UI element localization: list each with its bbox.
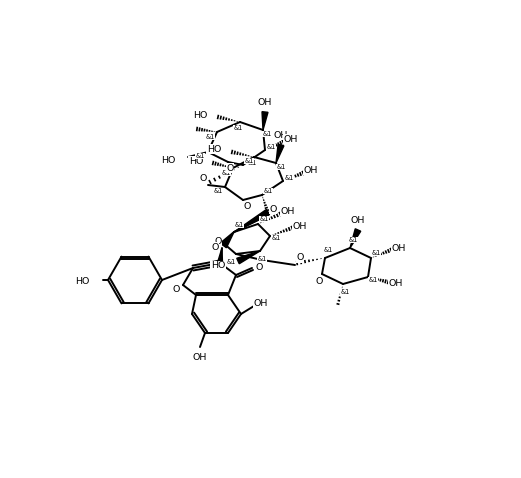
Text: O: O	[212, 242, 219, 251]
Polygon shape	[276, 144, 284, 163]
Text: HO: HO	[210, 261, 225, 271]
Text: &1: &1	[257, 256, 267, 262]
Text: HO: HO	[207, 144, 221, 153]
Text: HO: HO	[189, 156, 203, 165]
Text: OH: OH	[351, 216, 365, 225]
Text: O: O	[296, 253, 304, 262]
Text: &1: &1	[247, 160, 257, 166]
Text: &1: &1	[234, 222, 244, 228]
Text: &1: &1	[349, 237, 357, 243]
Text: &1: &1	[266, 144, 276, 150]
Text: HO: HO	[193, 110, 207, 120]
Polygon shape	[237, 251, 260, 264]
Text: O: O	[214, 237, 222, 246]
Text: &1: &1	[221, 170, 231, 176]
Text: &1: &1	[259, 216, 269, 222]
Text: O: O	[200, 174, 207, 183]
Text: &1: &1	[340, 289, 350, 295]
Text: OH: OH	[389, 280, 403, 289]
Text: OH: OH	[293, 221, 307, 230]
Text: &1: &1	[227, 259, 235, 265]
Text: &1: &1	[368, 277, 378, 283]
Polygon shape	[350, 229, 361, 248]
Text: O: O	[269, 205, 277, 214]
Text: OH: OH	[304, 165, 318, 174]
Text: &1: &1	[324, 247, 332, 253]
Text: OH: OH	[254, 298, 268, 307]
Text: OH: OH	[281, 206, 295, 216]
Text: &1: &1	[264, 188, 272, 194]
Text: OH: OH	[258, 98, 272, 107]
Text: O: O	[243, 202, 251, 210]
Text: O: O	[255, 263, 263, 272]
Polygon shape	[262, 112, 268, 130]
Text: &1: &1	[263, 131, 271, 137]
Text: &1: &1	[214, 188, 222, 194]
Polygon shape	[218, 248, 222, 263]
Text: OH: OH	[392, 243, 406, 252]
Text: O: O	[315, 278, 322, 286]
Text: OH: OH	[193, 352, 207, 361]
Polygon shape	[221, 232, 234, 248]
Text: HO: HO	[162, 155, 176, 164]
Text: &1: &1	[371, 250, 381, 256]
Text: &1: &1	[271, 235, 281, 241]
Text: O: O	[226, 163, 234, 173]
Polygon shape	[234, 209, 269, 232]
Text: &1: &1	[244, 158, 254, 164]
Text: &1: &1	[233, 125, 243, 131]
Text: OH: OH	[284, 134, 298, 143]
Text: OH: OH	[274, 130, 288, 140]
Text: HO: HO	[76, 276, 90, 285]
Text: O: O	[172, 284, 180, 293]
Text: &1: &1	[205, 134, 215, 140]
Text: &1: &1	[284, 175, 294, 181]
Text: &1: &1	[195, 153, 205, 159]
Text: &1: &1	[276, 164, 286, 170]
